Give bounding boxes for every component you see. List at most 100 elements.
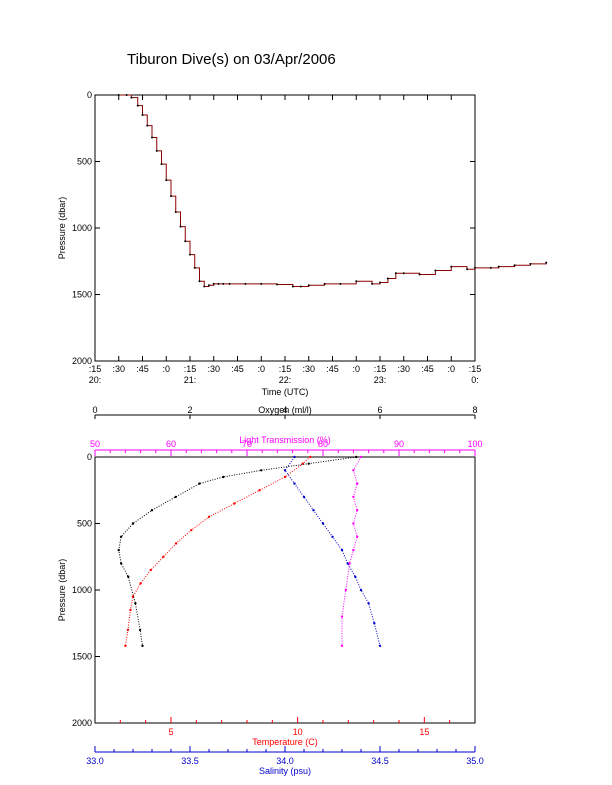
light-tick-label: 80 (318, 439, 328, 449)
depth-point (339, 282, 342, 285)
profile-series (124, 456, 311, 646)
profile-point (321, 522, 325, 525)
profile-point (348, 562, 351, 565)
x-tick-label: :0 (162, 364, 170, 374)
depth-point (545, 261, 548, 264)
profile-point (198, 482, 201, 485)
depth-point (228, 282, 231, 285)
profile-point (346, 562, 349, 565)
x-tick-label: :30 (112, 364, 125, 374)
profile-point (139, 582, 142, 585)
depth-point (299, 285, 302, 288)
x-tick-label: :0 (257, 364, 265, 374)
oxygen-tick-label: 0 (92, 405, 97, 415)
y-tick-label: 2000 (72, 718, 92, 728)
profile-point (356, 482, 359, 485)
salinity-tick-label: 34.5 (371, 756, 389, 766)
x-tick-label: :45 (421, 364, 434, 374)
y-tick-label: 1500 (72, 290, 92, 300)
x-tick-label: :45 (136, 364, 149, 374)
depth-point (402, 272, 405, 275)
oxygen-tick-label: 6 (377, 405, 382, 415)
profile-point (190, 528, 193, 532)
profile-point (283, 469, 287, 472)
oxygen-tick-label: 8 (472, 405, 477, 415)
profile-point (352, 495, 355, 499)
salinity-tick-label: 35.0 (466, 756, 484, 766)
light-axis-title: Light Transmission (%) (239, 435, 331, 445)
depth-point (513, 264, 516, 267)
profile-point (283, 475, 287, 479)
temp-tick-label: 5 (168, 727, 173, 737)
x-axis-label: Time (UTC) (262, 387, 309, 397)
x-hour-label: 23: (374, 375, 387, 385)
depth-point (379, 281, 381, 284)
depth-point (450, 265, 453, 268)
profile-point (309, 455, 312, 459)
x-hour-label: 22: (279, 375, 292, 385)
profile-point (352, 469, 355, 472)
depth-point (212, 282, 215, 285)
depth-point (208, 284, 210, 287)
depth-point (418, 273, 421, 276)
y-tick-label: 1000 (72, 223, 92, 233)
profile-point (302, 495, 306, 499)
light-tick-label: 50 (90, 439, 100, 449)
profile-point (138, 628, 142, 632)
depth-trace (118, 94, 547, 288)
depth-point (355, 280, 358, 283)
x-tick-label: :45 (326, 364, 339, 374)
depth-point (474, 266, 476, 269)
depth-point (386, 277, 389, 280)
profile-point (367, 602, 370, 605)
light-tick-label: 90 (394, 439, 404, 449)
profile-point (258, 489, 261, 492)
depth-point (434, 269, 437, 272)
light-tick-label: 60 (166, 439, 176, 449)
y-tick-label: 500 (77, 519, 92, 529)
x-hour-label: 20: (89, 375, 102, 385)
x-hour-label: 0: (471, 375, 479, 385)
profile-chart: 0 500 1000 1500 2000 Pressure (dbar) 0 2 4 6 8 Oxyg… (57, 405, 484, 776)
chart-title: Tiburon Dive(s) on 03/Apr/2006 (127, 51, 336, 68)
profile-point (150, 509, 154, 512)
oxygen-tick-label: 4 (282, 405, 287, 415)
x-tick-label: :30 (397, 364, 410, 374)
salinity-tick-label: 33.5 (181, 756, 199, 766)
profile-point (233, 502, 236, 505)
profile-point (131, 522, 135, 525)
depth-point (291, 285, 294, 288)
y-tick-label: 0 (87, 90, 92, 100)
profile-point (134, 602, 137, 605)
salinity-tick-label: 33.0 (86, 756, 104, 766)
profile-point (331, 535, 334, 538)
depth-point (165, 179, 168, 182)
depth-point (174, 211, 177, 214)
depth-point (217, 282, 220, 285)
depth-point (130, 96, 133, 99)
x-tick-label: :15 (374, 364, 387, 374)
profile-point (129, 608, 132, 612)
depth-point (189, 253, 191, 256)
depth-point (193, 266, 196, 269)
profile-point (293, 482, 296, 485)
profile-point (293, 455, 296, 459)
oxygen-tick-label: 2 (187, 405, 192, 415)
profile-point (126, 628, 130, 632)
depth-point (466, 268, 469, 271)
profile-point (359, 455, 363, 459)
depth-point (497, 265, 500, 268)
depth-point (394, 272, 397, 275)
profile-point (340, 548, 344, 552)
temp-tick-label: 15 (419, 727, 429, 737)
profile-point (373, 622, 376, 625)
profile-point (344, 588, 347, 592)
profile-point (207, 515, 211, 519)
profile-point (355, 455, 358, 459)
profile-point (174, 542, 178, 545)
depth-point (117, 94, 120, 96)
depth-point (184, 240, 187, 243)
depth-point (222, 282, 225, 285)
profile-point (174, 495, 177, 499)
profile-point (340, 615, 344, 618)
